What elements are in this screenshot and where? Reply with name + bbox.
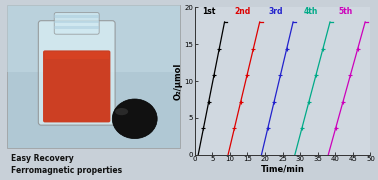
FancyBboxPatch shape [38,21,115,125]
Text: Easy Recovery
Ferromagnetic properties: Easy Recovery Ferromagnetic properties [11,154,122,175]
X-axis label: Time/min: Time/min [260,165,305,174]
Text: 3rd: 3rd [268,7,283,16]
Ellipse shape [112,99,157,139]
Text: 2nd: 2nd [234,7,250,16]
Bar [45,52,108,59]
Ellipse shape [115,108,128,115]
Text: 4th: 4th [304,7,318,16]
Text: 1st: 1st [202,7,215,16]
FancyBboxPatch shape [43,50,110,122]
Bar [54,26,99,29]
FancyBboxPatch shape [54,13,99,34]
Bar [54,21,99,23]
Y-axis label: O₂/μmol: O₂/μmol [174,62,183,100]
Bar [8,5,180,72]
Text: 5th: 5th [339,7,353,16]
Bar [8,5,180,148]
Bar [54,15,99,18]
